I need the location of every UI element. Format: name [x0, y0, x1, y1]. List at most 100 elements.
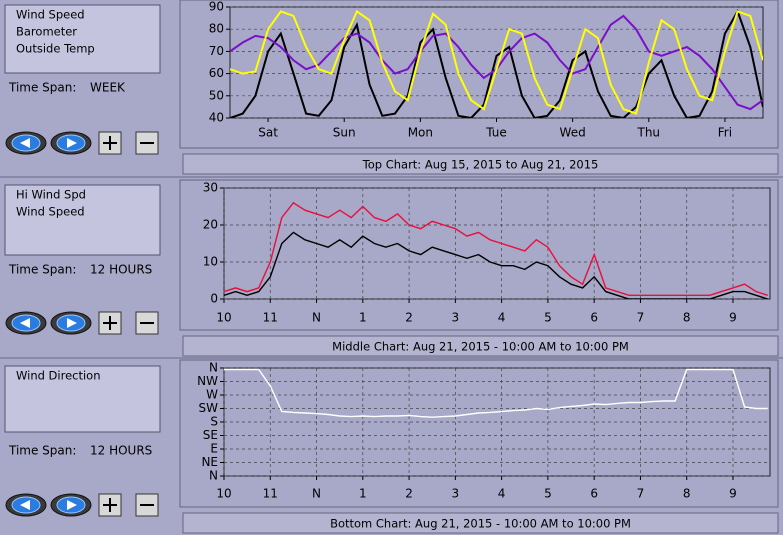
chart-caption: Bottom Chart: Aug 21, 2015 - 10:00 AM to…: [330, 517, 631, 531]
x-tick-label: Fri: [718, 126, 732, 140]
time-span-value: 12 HOURS: [90, 444, 152, 458]
caption-bar: [182, 335, 779, 357]
x-tick-label: 11: [263, 311, 278, 325]
series-list[interactable]: [4, 184, 161, 256]
series-list-item[interactable]: Outside Temp: [16, 42, 95, 56]
x-tick-label: Sun: [333, 126, 356, 140]
time-span-label: Time Span:: [8, 263, 76, 277]
x-tick-label: N: [312, 487, 321, 501]
caption-bar: [182, 512, 779, 534]
y-tick-label: NW: [197, 374, 218, 388]
x-tick-label: 6: [590, 311, 598, 325]
y-tick-label: N: [209, 361, 218, 375]
zoom-in-button[interactable]: [98, 311, 122, 335]
x-tick-label: 7: [637, 311, 645, 325]
panel: Wind Speed Barometer Outside Temp Time Span…: [4, 0, 779, 175]
x-tick-label: 11: [263, 487, 278, 501]
x-tick-label: Wed: [560, 126, 586, 140]
y-tick-label: 50: [209, 88, 224, 102]
y-tick-label: 0: [210, 292, 218, 306]
scroll-left-button[interactable]: [5, 311, 47, 335]
y-tick-label: NE: [201, 455, 218, 469]
panel: Hi Wind Spd Wind Speed Time Span: 12 HOURS 0…: [4, 179, 779, 357]
x-tick-label: 8: [683, 311, 691, 325]
zoom-out-button[interactable]: [135, 493, 159, 517]
x-tick-label: 5: [544, 311, 552, 325]
time-span-value: WEEK: [90, 81, 126, 95]
x-tick-label: 9: [729, 487, 737, 501]
y-tick-label: 10: [203, 255, 218, 269]
y-tick-label: SW: [199, 401, 219, 415]
time-span-value: 12 HOURS: [90, 263, 152, 277]
data-layer: [224, 368, 768, 418]
y-tick-label: 70: [209, 44, 224, 58]
x-tick-label: 6: [590, 487, 598, 501]
button-arrow[interactable]: [67, 500, 77, 510]
zoom-in-button[interactable]: [98, 493, 122, 517]
series-list-item[interactable]: Hi Wind Spd: [16, 188, 86, 202]
x-tick-label: 8: [683, 487, 691, 501]
x-tick-label: 4: [498, 487, 506, 501]
scroll-right-button[interactable]: [50, 131, 92, 155]
time-span-label: Time Span:: [8, 444, 76, 458]
zoom-in-button[interactable]: [98, 131, 122, 155]
plot-area: [223, 187, 771, 300]
scroll-left-button[interactable]: [5, 493, 47, 517]
series-line: [230, 9, 763, 118]
series-line: [224, 201, 768, 296]
series-list[interactable]: [4, 4, 161, 74]
x-tick-label: Mon: [408, 126, 433, 140]
series-list-item[interactable]: Wind Speed: [16, 205, 85, 219]
x-tick-label: Tue: [485, 126, 507, 140]
x-tick-label: 4: [498, 311, 506, 325]
x-tick-label: 9: [729, 311, 737, 325]
y-tick-label: N: [209, 469, 218, 483]
zoom-out-button[interactable]: [135, 131, 159, 155]
chart-caption: Top Chart: Aug 15, 2015 to Aug 21, 2015: [362, 158, 599, 172]
button-arrow[interactable]: [67, 138, 77, 148]
scroll-right-button[interactable]: [50, 493, 92, 517]
x-tick-label: 5: [544, 487, 552, 501]
data-layer: [224, 201, 768, 299]
x-tick-label: 1: [359, 311, 367, 325]
x-tick-label: 10: [216, 311, 231, 325]
y-tick-label: S: [210, 415, 218, 429]
y-tick-label: W: [206, 388, 218, 402]
series-list-item[interactable]: Wind Speed: [16, 8, 85, 22]
y-tick-label: 20: [203, 218, 218, 232]
series-list[interactable]: [4, 365, 161, 433]
y-tick-label: 40: [209, 111, 224, 125]
series-list-item[interactable]: Wind Direction: [16, 369, 101, 383]
x-tick-label: Thu: [637, 126, 661, 140]
scroll-right-button[interactable]: [50, 311, 92, 335]
x-tick-label: N: [312, 311, 321, 325]
x-tick-label: Sat: [258, 126, 278, 140]
data-layer: [230, 9, 763, 118]
y-tick-label: SE: [203, 428, 218, 442]
x-tick-label: 3: [452, 311, 460, 325]
x-tick-label: 7: [637, 487, 645, 501]
series-line: [224, 231, 768, 299]
x-tick-label: 3: [452, 487, 460, 501]
x-tick-label: 2: [405, 311, 413, 325]
series-line: [224, 368, 768, 418]
button-arrow[interactable]: [67, 318, 77, 328]
button-arrow[interactable]: [20, 318, 30, 328]
y-tick-label: 30: [203, 181, 218, 195]
series-line: [230, 9, 763, 115]
button-arrow[interactable]: [20, 138, 30, 148]
zoom-out-button[interactable]: [135, 311, 159, 335]
scroll-left-button[interactable]: [5, 131, 47, 155]
chart-caption: Middle Chart: Aug 21, 2015 - 10:00 AM to…: [332, 340, 629, 354]
y-tick-label: 90: [209, 0, 224, 14]
plot-area: [229, 6, 764, 119]
x-tick-label: 1: [359, 487, 367, 501]
button-arrow[interactable]: [20, 500, 30, 510]
time-span-label: Time Span:: [8, 81, 76, 95]
x-tick-label: 10: [216, 487, 231, 501]
x-tick-label: 2: [405, 487, 413, 501]
series-list-item[interactable]: Barometer: [16, 25, 77, 39]
